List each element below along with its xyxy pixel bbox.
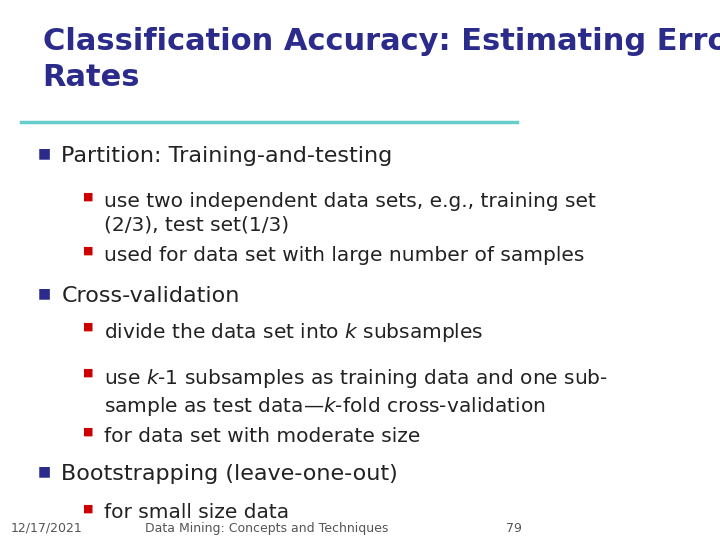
Text: ■: ■ bbox=[37, 286, 50, 300]
Text: divide the data set into $k$ subsamples: divide the data set into $k$ subsamples bbox=[104, 321, 483, 345]
Text: Bootstrapping (leave-one-out): Bootstrapping (leave-one-out) bbox=[61, 464, 398, 484]
Text: for small size data: for small size data bbox=[104, 503, 289, 522]
Text: 79: 79 bbox=[506, 522, 522, 535]
Text: use two independent data sets, e.g., training set
(2/3), test set(1/3): use two independent data sets, e.g., tra… bbox=[104, 192, 596, 234]
Text: ■: ■ bbox=[83, 246, 93, 256]
Text: ■: ■ bbox=[83, 427, 93, 437]
Text: ■: ■ bbox=[83, 367, 93, 377]
Text: ■: ■ bbox=[83, 192, 93, 202]
Text: Cross-validation: Cross-validation bbox=[61, 286, 240, 306]
Text: ■: ■ bbox=[37, 146, 50, 160]
Text: ■: ■ bbox=[83, 321, 93, 332]
Text: ■: ■ bbox=[37, 464, 50, 478]
Text: Data Mining: Concepts and Techniques: Data Mining: Concepts and Techniques bbox=[145, 522, 388, 535]
Text: used for data set with large number of samples: used for data set with large number of s… bbox=[104, 246, 585, 265]
Text: Classification Accuracy: Estimating Error
Rates: Classification Accuracy: Estimating Erro… bbox=[42, 27, 720, 92]
Text: Partition: Training-and-testing: Partition: Training-and-testing bbox=[61, 146, 392, 166]
Text: for data set with moderate size: for data set with moderate size bbox=[104, 427, 420, 446]
Text: 12/17/2021: 12/17/2021 bbox=[11, 522, 82, 535]
Text: ■: ■ bbox=[83, 503, 93, 514]
Text: use $k$-1 subsamples as training data and one sub-
sample as test data—$k$-fold : use $k$-1 subsamples as training data an… bbox=[104, 367, 608, 418]
